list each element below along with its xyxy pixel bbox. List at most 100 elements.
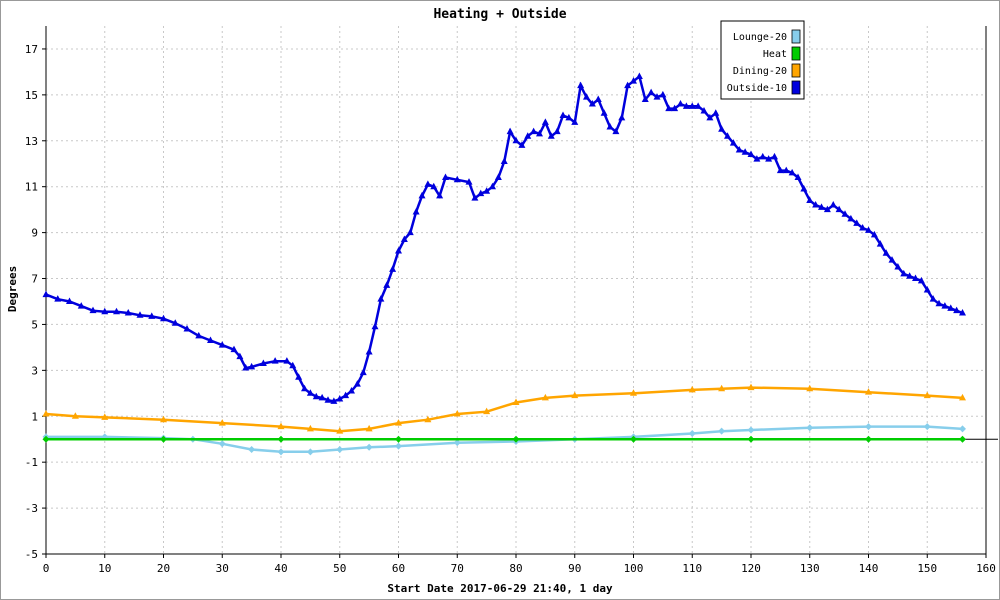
y-tick-label: 1 xyxy=(31,410,38,423)
data-point-outside-10 xyxy=(853,219,861,226)
data-point-dining-20 xyxy=(306,424,314,432)
data-point-outside-10 xyxy=(236,352,244,360)
series-outside-10 xyxy=(42,72,966,404)
data-point-outside-10 xyxy=(765,155,773,162)
legend-label-outside-10: Outside-10 xyxy=(727,83,787,94)
data-point-outside-10 xyxy=(959,308,966,316)
data-point-outside-10 xyxy=(865,226,872,233)
data-point-outside-10 xyxy=(906,272,914,279)
data-point-outside-10 xyxy=(859,224,867,231)
data-point-outside-10 xyxy=(741,148,749,155)
data-point-outside-10 xyxy=(248,362,256,370)
data-point-outside-10 xyxy=(571,118,579,125)
data-point-outside-10 xyxy=(113,307,120,315)
y-tick-label: 5 xyxy=(31,318,38,331)
data-point-outside-10 xyxy=(500,157,508,164)
legend-box xyxy=(720,20,805,100)
y-tick-label: 13 xyxy=(25,135,38,148)
data-point-outside-10 xyxy=(306,389,314,396)
data-point-outside-10 xyxy=(547,132,555,139)
data-point-heat xyxy=(747,435,755,443)
data-point-outside-10 xyxy=(359,368,367,376)
data-point-lounge-20 xyxy=(865,423,872,431)
data-point-dining-20 xyxy=(365,424,373,432)
x-axis-label: Start Date 2017-06-29 21:40, 1 day xyxy=(387,582,613,595)
data-point-lounge-20 xyxy=(248,446,256,454)
x-tick-label: 60 xyxy=(392,562,405,575)
data-point-outside-10 xyxy=(594,95,602,102)
data-point-outside-10 xyxy=(318,393,326,401)
data-point-outside-10 xyxy=(383,281,391,288)
data-point-outside-10 xyxy=(89,306,97,314)
data-point-outside-10 xyxy=(729,139,737,146)
data-point-outside-10 xyxy=(923,286,931,293)
data-point-outside-10 xyxy=(160,314,167,322)
data-point-outside-10 xyxy=(829,201,837,208)
data-point-outside-10 xyxy=(183,325,191,332)
data-point-outside-10 xyxy=(66,297,73,304)
data-point-dining-20 xyxy=(959,393,966,401)
data-point-outside-10 xyxy=(171,319,179,326)
data-point-outside-10 xyxy=(747,150,755,158)
y-tick-label: 9 xyxy=(31,227,38,240)
data-point-outside-10 xyxy=(289,361,297,369)
data-point-dining-20 xyxy=(483,407,491,415)
data-point-outside-10 xyxy=(389,265,397,272)
data-point-lounge-20 xyxy=(336,446,344,454)
data-point-outside-10 xyxy=(418,191,426,199)
data-point-outside-10 xyxy=(647,88,655,96)
data-point-outside-10 xyxy=(442,173,449,181)
data-point-heat xyxy=(865,435,872,443)
data-point-outside-10 xyxy=(935,299,943,307)
data-point-outside-10 xyxy=(424,180,432,187)
legend-label-lounge-20: Lounge-20 xyxy=(733,32,787,43)
data-point-outside-10 xyxy=(195,331,203,339)
data-point-outside-10 xyxy=(788,168,796,176)
data-point-outside-10 xyxy=(641,95,649,102)
data-point-outside-10 xyxy=(847,214,855,222)
data-point-outside-10 xyxy=(207,336,214,344)
text-group: Heating + Outside Start Date 2017-06-29 … xyxy=(6,7,613,595)
data-point-lounge-20 xyxy=(453,439,461,447)
data-point-outside-10 xyxy=(336,395,344,402)
data-point-outside-10 xyxy=(618,113,626,121)
data-point-outside-10 xyxy=(436,191,444,199)
data-point-outside-10 xyxy=(371,322,379,330)
legend-label-dining-20: Dining-20 xyxy=(733,66,787,77)
data-point-dining-20 xyxy=(42,409,50,417)
series-heat xyxy=(42,435,966,443)
data-point-heat xyxy=(395,435,402,443)
data-point-lounge-20 xyxy=(277,448,285,456)
data-point-outside-10 xyxy=(882,249,890,256)
data-point-outside-10 xyxy=(330,397,338,404)
data-point-outside-10 xyxy=(800,184,808,192)
data-point-outside-10 xyxy=(124,308,132,316)
data-point-outside-10 xyxy=(659,90,667,98)
data-point-outside-10 xyxy=(835,205,843,213)
y-tick-label: 3 xyxy=(31,364,38,377)
data-point-outside-10 xyxy=(395,246,402,254)
data-point-outside-10 xyxy=(870,230,878,238)
data-point-outside-10 xyxy=(453,175,461,183)
data-point-outside-10 xyxy=(301,384,308,392)
data-point-dining-20 xyxy=(218,419,226,426)
data-point-outside-10 xyxy=(54,295,62,302)
data-point-dining-20 xyxy=(101,413,109,420)
data-point-outside-10 xyxy=(230,345,238,353)
data-point-lounge-20 xyxy=(718,427,726,435)
data-point-outside-10 xyxy=(518,141,526,148)
data-point-dining-20 xyxy=(747,383,755,391)
data-point-outside-10 xyxy=(377,295,385,302)
data-point-outside-10 xyxy=(42,290,50,298)
data-point-dining-20 xyxy=(395,419,402,426)
data-point-outside-10 xyxy=(477,189,485,197)
y-tick-label: -1 xyxy=(25,456,38,469)
data-point-outside-10 xyxy=(400,235,408,242)
data-point-dining-20 xyxy=(424,415,432,423)
data-point-outside-10 xyxy=(312,392,320,400)
data-point-outside-10 xyxy=(283,357,291,364)
data-point-heat xyxy=(959,435,966,443)
x-tick-label: 90 xyxy=(568,562,581,575)
series-line-dining-20 xyxy=(45,386,963,433)
